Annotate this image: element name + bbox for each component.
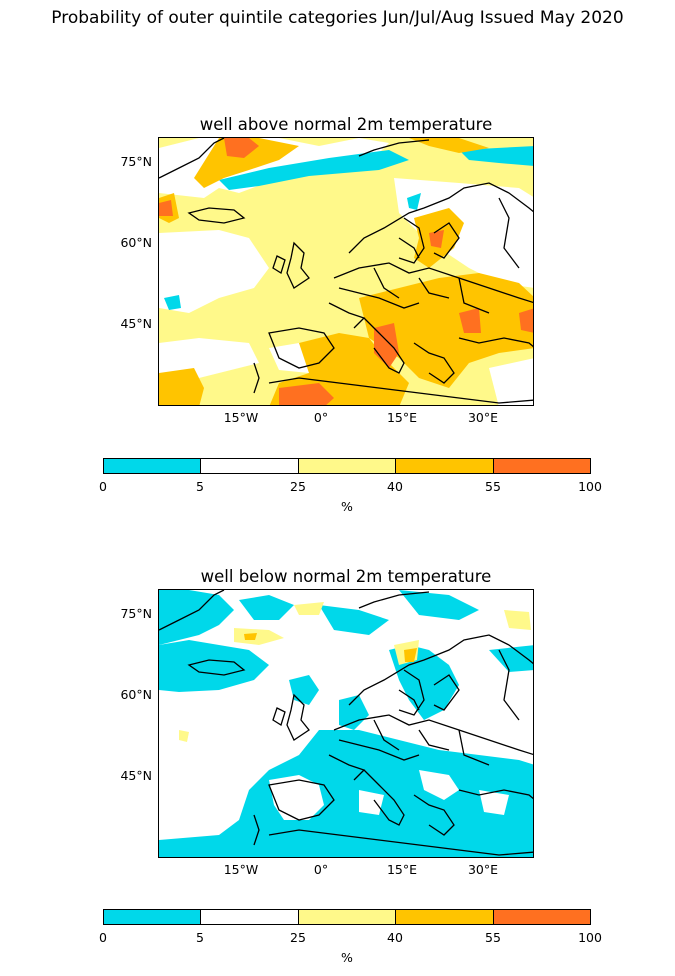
colorbar-tick: 55	[485, 930, 501, 945]
colorbar-unit: %	[341, 499, 353, 514]
figure-title: Probability of outer quintile categories…	[51, 8, 624, 28]
lon-tick-0: 0°	[313, 410, 329, 425]
colorbar-seg-40-55	[396, 459, 494, 473]
prob-field-0-5	[399, 590, 479, 620]
colorbar-tick: 40	[387, 930, 403, 945]
prob-field-40-55	[159, 368, 204, 405]
panel-title-below: well below normal 2m temperature	[200, 567, 492, 586]
lon-tick-15w: 15°W	[223, 862, 259, 877]
prob-field-55-100	[224, 138, 259, 158]
prob-field-25-40	[504, 610, 531, 630]
lat-tick-75n: 75°N	[120, 606, 152, 621]
colorbar-seg-40-55	[396, 910, 494, 924]
colorbar-seg-0-5	[104, 910, 202, 924]
prob-field-0-5	[407, 193, 421, 210]
colorbar-tick: 100	[578, 930, 602, 945]
colorbar-seg-55-100	[493, 459, 591, 473]
prob-field-40-55	[244, 633, 257, 640]
prob-field-0-5	[164, 295, 181, 310]
lon-tick-30e: 30°E	[467, 410, 499, 425]
lat-tick-45n: 45°N	[120, 316, 152, 331]
colorbar-above	[103, 458, 591, 474]
prob-field-0-5	[219, 150, 409, 190]
prob-field-5-25	[489, 358, 533, 405]
prob-field-0-5	[389, 645, 459, 720]
colorbar-seg-5-25	[201, 459, 299, 473]
lon-tick-15w: 15°W	[223, 410, 259, 425]
prob-field-5-25	[269, 775, 324, 820]
colorbar-tick: 5	[196, 930, 204, 945]
prob-field-5-25	[419, 770, 459, 800]
colorbar-tick: 40	[387, 479, 403, 494]
map-below-normal	[158, 589, 534, 858]
coastlines	[159, 138, 533, 404]
lat-tick-60n: 60°N	[120, 235, 152, 250]
map-above-svg	[159, 138, 533, 405]
colorbar-tick: 55	[485, 479, 501, 494]
prob-field-5-25	[479, 790, 509, 815]
prob-field-40-55	[359, 273, 533, 388]
map-below-svg	[159, 590, 533, 857]
colorbar-tick: 0	[99, 479, 107, 494]
lon-tick-30e: 30°E	[467, 862, 499, 877]
prob-field-0-5	[459, 146, 533, 166]
map-above-normal	[158, 137, 534, 406]
colorbar-seg-0-5	[104, 459, 202, 473]
lat-tick-60n: 60°N	[120, 687, 152, 702]
colorbar-unit: %	[341, 950, 353, 965]
prob-field-40-55	[404, 648, 417, 662]
prob-field-0-5	[239, 595, 294, 620]
colorbar-seg-5-25	[201, 910, 299, 924]
lat-tick-75n: 75°N	[120, 154, 152, 169]
prob-field-40-55	[194, 138, 299, 188]
colorbar-seg-55-100	[493, 910, 591, 924]
colorbar-tick: 5	[196, 479, 204, 494]
prob-field-55-100	[459, 308, 481, 333]
prob-field-0-5	[159, 590, 234, 645]
prob-field-25-40	[234, 628, 284, 645]
prob-field-5-25	[359, 790, 384, 815]
prob-field-40-55	[409, 138, 489, 153]
prob-field-0-5	[159, 640, 269, 692]
colorbar-tick: 25	[290, 930, 306, 945]
prob-field-25-40	[294, 602, 324, 615]
prob-field-25-40	[179, 730, 189, 742]
colorbar-tick: 25	[290, 479, 306, 494]
lon-tick-0: 0°	[313, 862, 329, 877]
colorbar-tick: 0	[99, 930, 107, 945]
colorbar-tick: 100	[578, 479, 602, 494]
coastlines	[159, 590, 533, 856]
colorbar-below	[103, 909, 591, 925]
prob-field-0-5	[339, 695, 369, 730]
prob-field-5-25	[159, 230, 269, 313]
prob-field-55-100	[279, 383, 334, 405]
prob-field-55-100	[159, 200, 173, 216]
prob-field-0-5	[159, 730, 533, 857]
lon-tick-15e: 15°E	[386, 410, 418, 425]
panel-title-above: well above normal 2m temperature	[199, 115, 493, 134]
lat-tick-45n: 45°N	[120, 768, 152, 783]
prob-field-55-100	[429, 230, 444, 248]
prob-field-0-5	[319, 605, 389, 635]
lon-tick-15e: 15°E	[386, 862, 418, 877]
prob-field-55-100	[519, 308, 533, 333]
colorbar-seg-25-40	[298, 459, 397, 473]
colorbar-seg-25-40	[298, 910, 397, 924]
